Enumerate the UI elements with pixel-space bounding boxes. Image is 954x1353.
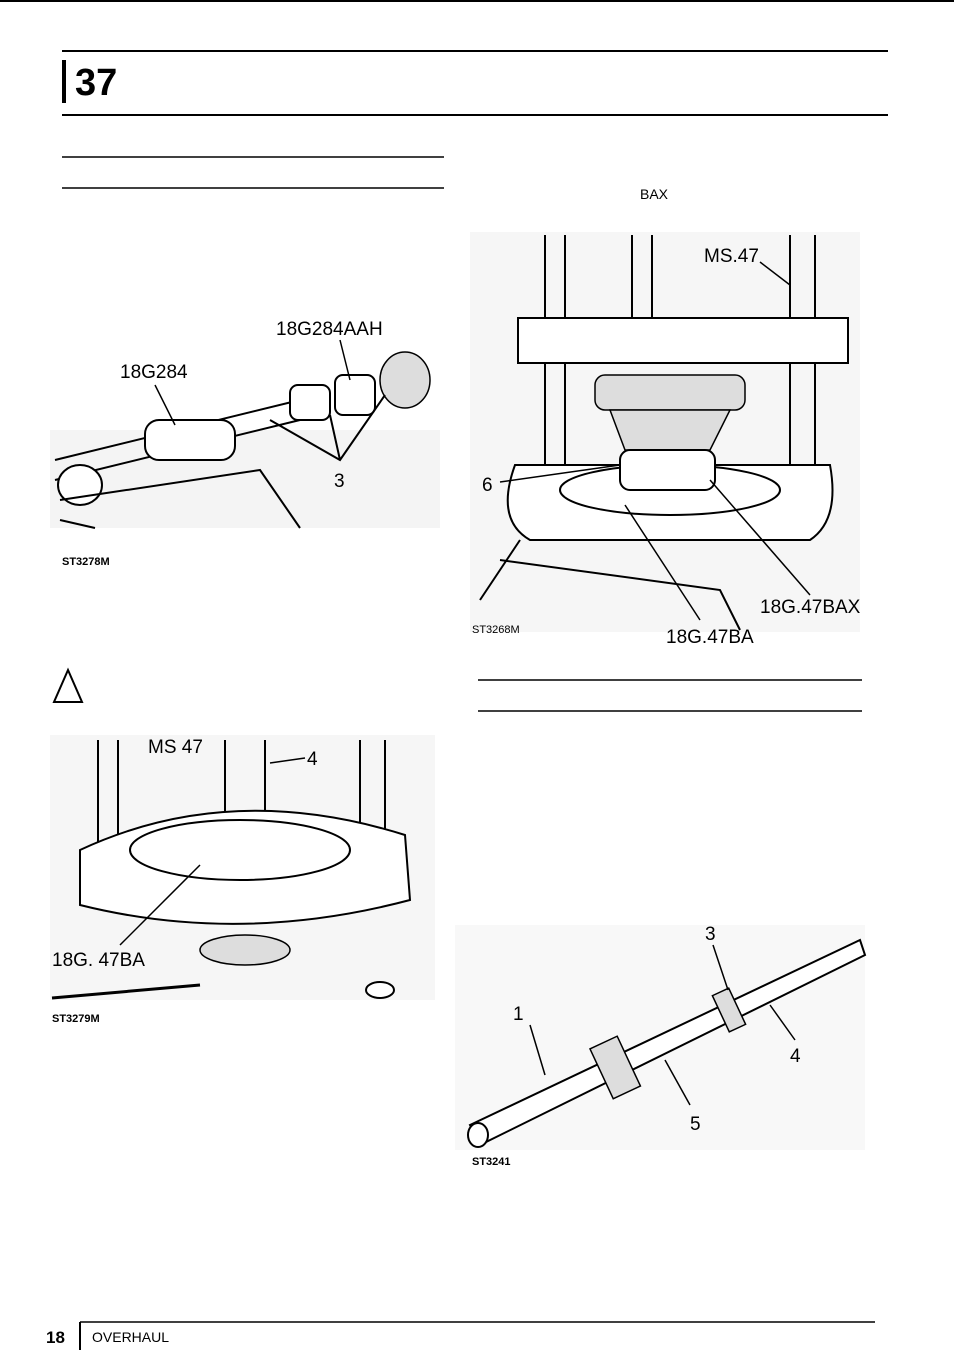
figure-4: 1 3 4 5 ST3241	[455, 924, 867, 1168]
figure-label: 1	[513, 1004, 524, 1025]
figure-label: MS.47	[704, 246, 759, 267]
figure-caption: ST3241	[472, 1156, 511, 1168]
figure-label: 5	[690, 1114, 701, 1135]
figure-label: 18G. 47BA	[52, 950, 145, 971]
figure-label: 3	[334, 471, 345, 492]
warning-icon	[52, 667, 84, 703]
figure-label: 6	[482, 475, 493, 496]
section-number: 37	[75, 62, 117, 104]
figure-label: 18G284AAH	[276, 319, 383, 340]
figure-label: 18G284	[120, 362, 188, 383]
figure-1: 18G284AAH 18G284 3 ST3278M	[50, 319, 440, 568]
figure-label: 18G.47BAX	[760, 597, 861, 618]
page-number: 18	[46, 1328, 65, 1347]
figure-label: MS 47	[148, 737, 203, 758]
figure-caption: ST3279M	[52, 1013, 100, 1025]
figure-label: 18G.47BA	[666, 627, 754, 648]
note-text: BAX	[640, 186, 669, 202]
figure-label: 3	[705, 924, 716, 945]
figure-label: 4	[307, 749, 318, 770]
figure-caption: ST3268M	[472, 624, 520, 636]
footer-title: OVERHAUL	[92, 1329, 169, 1345]
figure-2: MS.47 6 18G.47BAX 18G.47BA ST3268M	[470, 232, 861, 648]
figure-3: MS 47 4 18G. 47BA ST3279M	[50, 735, 435, 1025]
figure-label: 4	[790, 1046, 801, 1067]
figure-caption: ST3278M	[62, 556, 110, 568]
